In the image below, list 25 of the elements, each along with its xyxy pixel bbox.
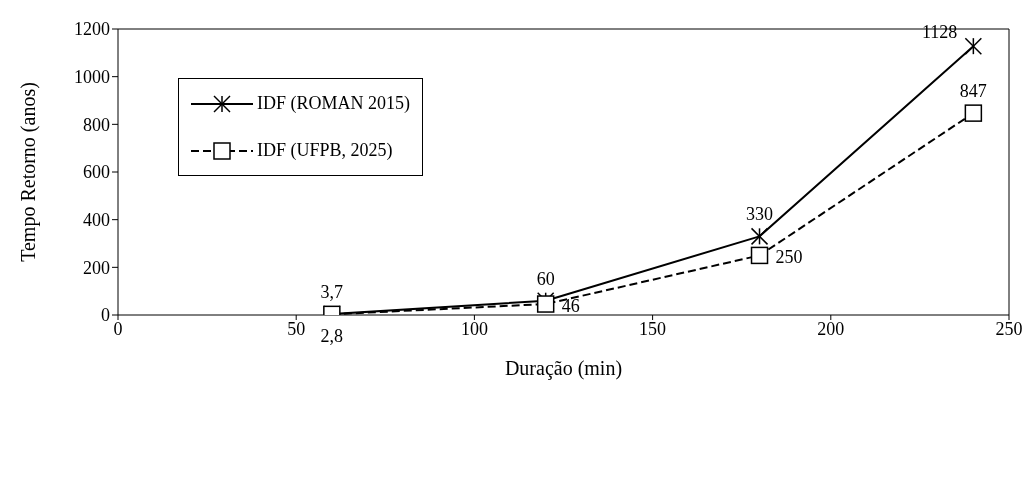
data-label: 46 xyxy=(561,296,580,317)
y-tick-label: 600 xyxy=(83,162,110,183)
data-label: 3,7 xyxy=(320,282,344,303)
x-tick-label: 250 xyxy=(995,318,1023,339)
y-axis-title: Tempo Retorno (anos) xyxy=(17,82,41,262)
x-axis-title: Duração (min) xyxy=(504,357,623,380)
y-tick-label: 0 xyxy=(101,305,110,326)
y-tick-label: 1000 xyxy=(74,67,110,88)
y-tick-label: 1200 xyxy=(74,19,110,40)
data-label: 330 xyxy=(746,204,774,225)
x-tick-label: 0 xyxy=(113,318,123,339)
x-tick-label: 200 xyxy=(817,318,845,339)
x-tick-label: 150 xyxy=(639,318,667,339)
data-label: 847 xyxy=(959,81,987,102)
x-tick-label: 100 xyxy=(460,318,488,339)
legend-label: IDF (ROMAN 2015) xyxy=(257,93,410,114)
x-tick-label: 50 xyxy=(287,318,306,339)
y-tick-label: 400 xyxy=(83,210,110,231)
data-label: 2,8 xyxy=(320,326,344,347)
y-tick-label: 200 xyxy=(83,257,110,278)
y-tick-label: 800 xyxy=(83,114,110,135)
data-label: 1128 xyxy=(922,22,958,43)
data-label: 60 xyxy=(536,268,555,289)
data-label: 250 xyxy=(775,247,803,268)
legend-label: IDF (UFPB, 2025) xyxy=(257,140,393,161)
